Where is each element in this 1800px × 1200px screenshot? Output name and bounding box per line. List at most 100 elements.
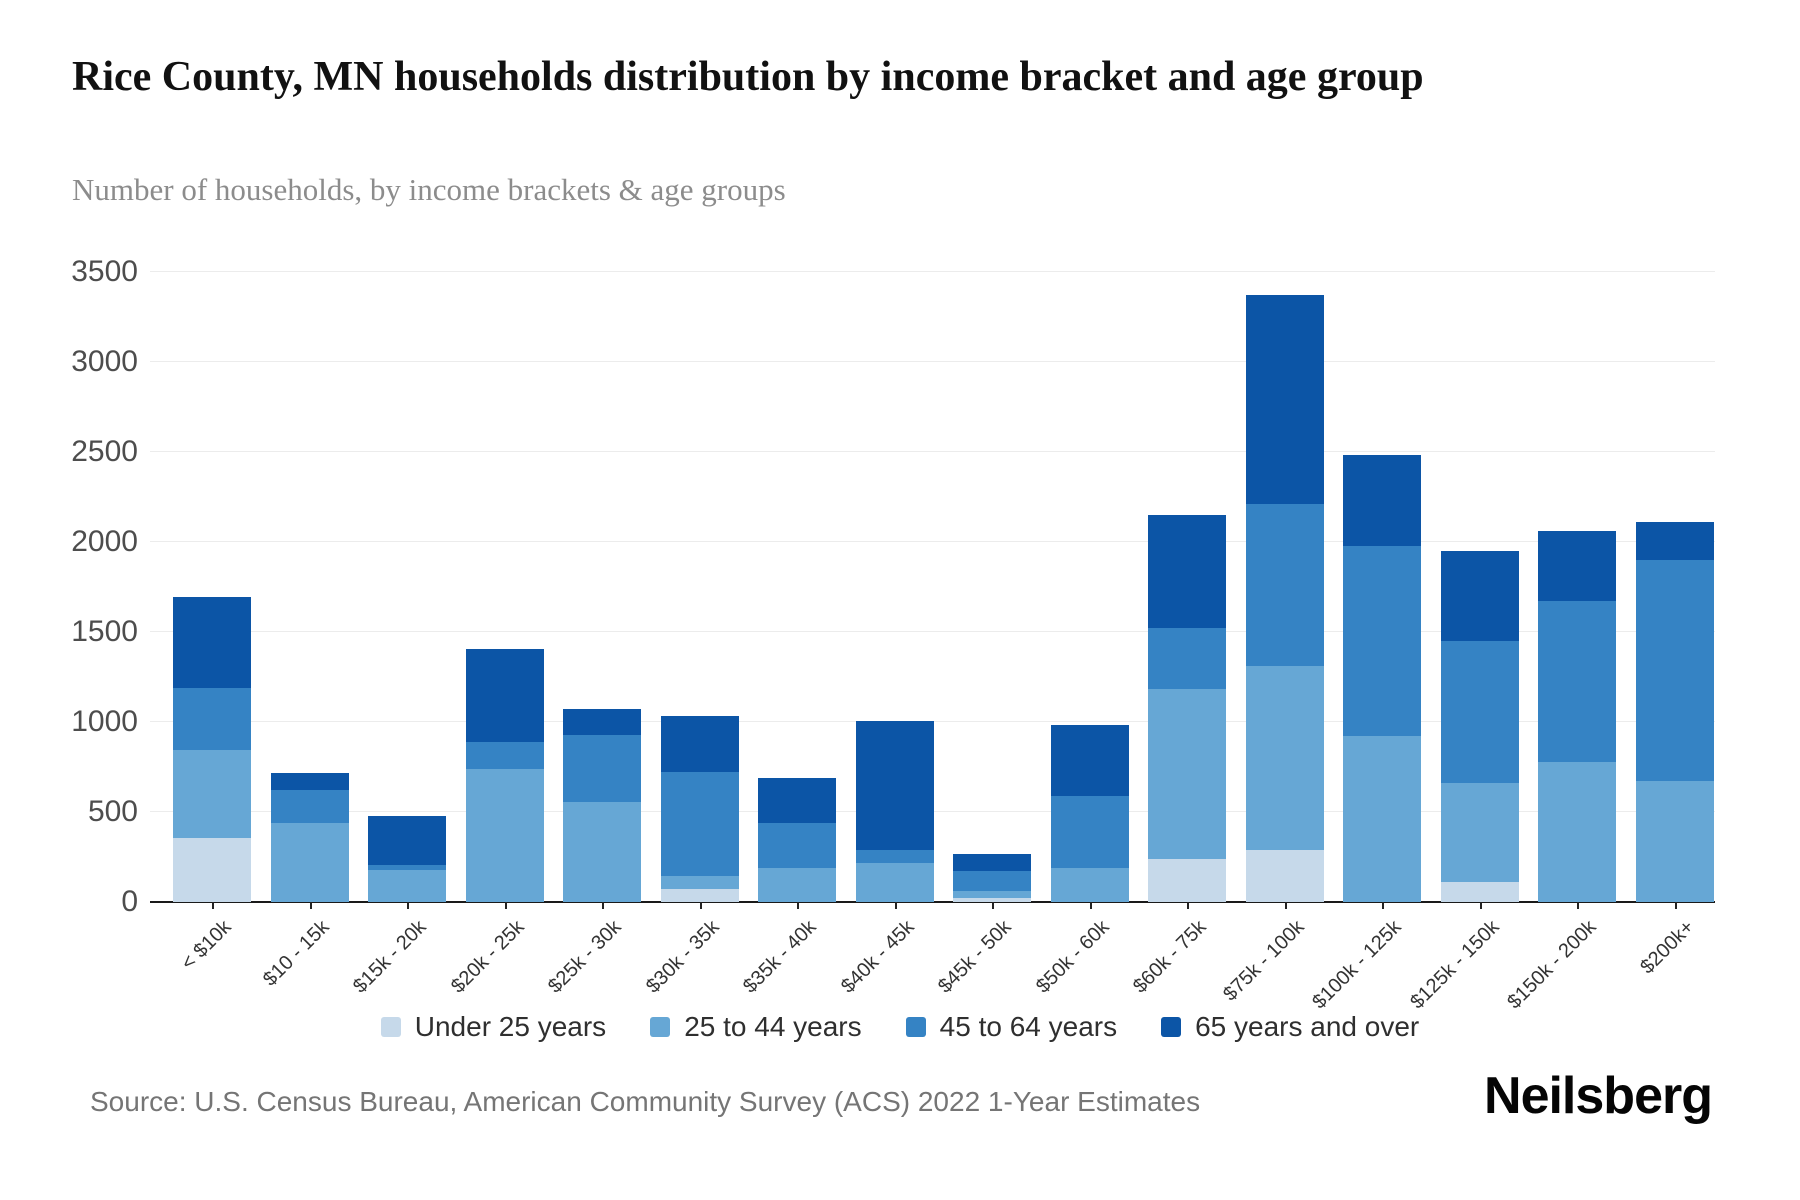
x-axis-tick-label: $45k - 50k — [933, 916, 1016, 998]
bar-segment — [1538, 761, 1616, 902]
bar-$10 - 15k — [270, 773, 349, 902]
bar-$30k - 35k — [660, 715, 739, 902]
bar-segment — [563, 802, 641, 902]
x-axis-tick-label: $35k - 40k — [738, 916, 821, 998]
legend-swatch-65-over-icon — [1161, 1017, 1182, 1037]
gridline-2500 — [150, 451, 1715, 452]
bar-segment — [368, 815, 446, 866]
x-axis-tick — [1382, 902, 1384, 909]
bar-$75k - 100k — [1245, 295, 1324, 902]
y-axis-tick-label: 1500 — [71, 615, 138, 648]
bar-segment — [855, 721, 934, 850]
y-axis-tick-label: 3000 — [71, 345, 138, 378]
bar-segment — [1343, 454, 1421, 546]
bar-segment — [855, 863, 934, 902]
legend-item-45-64[interactable]: 45 to 64 years — [905, 1011, 1118, 1043]
legend-item-25-44[interactable]: 25 to 44 years — [650, 1011, 862, 1043]
bar-$200k+ — [1635, 522, 1714, 902]
legend: Under 25 years 25 to 44 years 45 to 64 y… — [0, 1005, 1800, 1049]
bar-segment — [465, 649, 544, 742]
x-axis-tick-label: $25k - 30k — [543, 916, 626, 998]
x-axis-tick-label: $40k - 45k — [836, 916, 919, 998]
bar-$15k - 20k — [368, 815, 446, 902]
bar-segment — [465, 741, 544, 769]
bar-segment — [270, 822, 349, 902]
bar-segment — [1148, 627, 1226, 689]
bar-segment — [563, 708, 641, 735]
x-axis-tick-label: $15k - 20k — [348, 916, 431, 998]
bar-segment — [660, 772, 739, 876]
bar-segment — [660, 715, 739, 773]
x-axis-tick — [212, 902, 214, 909]
bar-segment — [173, 749, 251, 839]
x-axis-tick-label: $75k - 100k — [1218, 916, 1309, 1006]
y-axis-tick-label: 2000 — [71, 525, 138, 558]
gridline-3500 — [150, 271, 1715, 272]
bar-segment — [173, 596, 251, 688]
bar-segment — [1245, 666, 1324, 850]
bar-$45k - 50k — [953, 854, 1031, 902]
bar-segment — [368, 865, 446, 870]
x-axis-tick — [1577, 902, 1579, 909]
legend-label: 45 to 64 years — [939, 1011, 1118, 1042]
bar-segment — [953, 897, 1031, 902]
bar-segment — [1148, 515, 1226, 628]
bar-segment — [758, 867, 836, 902]
x-axis-tick-label: $150k - 200k — [1503, 916, 1601, 1014]
chart-title: Rice County, MN households distribution … — [72, 54, 1424, 100]
x-axis-tick-label: $30k - 35k — [641, 916, 724, 998]
legend-item-under-25[interactable]: Under 25 years — [380, 1011, 607, 1043]
bar-segment — [465, 768, 544, 902]
x-axis-tick — [504, 902, 507, 909]
bar-$125k - 150k — [1440, 551, 1519, 902]
bar-$150k - 200k — [1538, 531, 1616, 902]
gridline-2000 — [150, 541, 1715, 542]
bar-$35k - 40k — [758, 777, 836, 902]
gridline-1500 — [150, 631, 1715, 632]
bar-segment — [563, 734, 641, 803]
x-axis-tick-label: $10 - 15k — [258, 916, 334, 991]
legend-swatch-45-64-icon — [905, 1017, 926, 1037]
bar-segment — [1050, 867, 1129, 902]
legend-swatch-under-25-icon — [380, 1017, 401, 1037]
bar-$100k - 125k — [1343, 454, 1421, 902]
bar-segment — [660, 875, 739, 890]
bar-segment — [1538, 601, 1616, 762]
legend-item-65-over[interactable]: 65 years and over — [1161, 1011, 1419, 1043]
bar-segment — [758, 777, 836, 823]
x-axis-tick — [1187, 902, 1189, 909]
x-axis-tick-label: $100k - 125k — [1308, 916, 1406, 1014]
bar-segment — [1440, 783, 1519, 883]
bar-segment — [1050, 795, 1129, 868]
bar-$40k - 45k — [855, 721, 934, 902]
bar-segment — [1050, 724, 1129, 796]
x-axis-tick-label: $200k+ — [1635, 916, 1699, 979]
x-axis-tick-label: $50k - 60k — [1031, 916, 1114, 998]
bar-segment — [758, 822, 836, 868]
x-axis-tick — [602, 902, 604, 909]
bar-$20k - 25k — [465, 649, 544, 902]
y-axis-tick-label: 2500 — [71, 435, 138, 468]
x-axis-tick-label: $125k - 150k — [1405, 916, 1504, 1014]
bar-segment — [1245, 295, 1324, 505]
bar-segment — [855, 849, 934, 864]
bar-segment — [173, 687, 251, 750]
bar-segment — [1635, 522, 1714, 561]
legend-label: 25 to 44 years — [684, 1011, 862, 1042]
y-axis-tick-label: 3500 — [71, 255, 138, 288]
bar-segment — [1148, 688, 1226, 859]
x-axis-tick — [1089, 902, 1092, 909]
x-axis-tick — [309, 902, 312, 909]
neilsberg-logo: Neilsberg — [1484, 1067, 1713, 1125]
x-axis-tick — [797, 902, 799, 909]
bar-segment — [953, 871, 1031, 892]
bar-segment — [1440, 551, 1519, 642]
bar-segment — [270, 789, 349, 823]
bar-segment — [1343, 736, 1421, 902]
x-axis-line — [150, 901, 1715, 903]
y-axis-tick-label: 1000 — [71, 705, 138, 738]
legend-label: Under 25 years — [414, 1011, 607, 1042]
bar-segment — [1538, 531, 1616, 602]
x-axis-tick — [992, 902, 994, 909]
